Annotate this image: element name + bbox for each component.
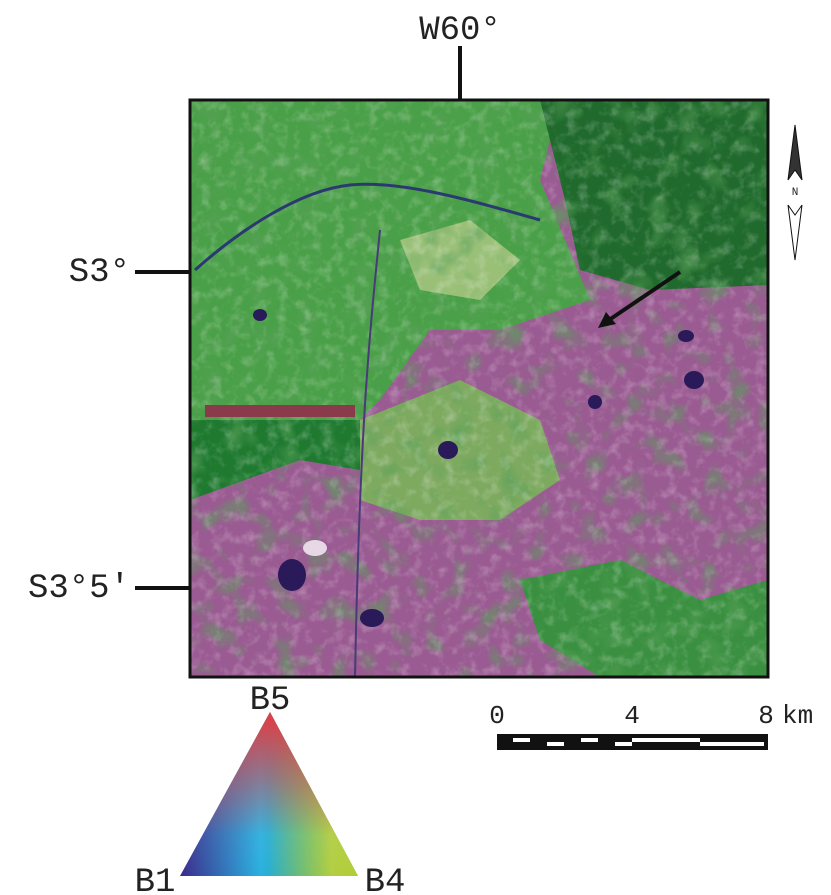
scale-bar: 0 4 8 km	[489, 701, 813, 750]
color-legend: B5 B1 B4	[135, 682, 406, 895]
north-arrow: N	[788, 125, 802, 260]
band-label: B1	[135, 864, 176, 895]
map-figure: W60° S3° S3°5′ N B5 B1 B4 0 4 8 km	[0, 0, 831, 895]
scale-label: 4	[624, 701, 640, 731]
scale-label: 0	[489, 701, 505, 731]
scale-label: 8	[758, 701, 774, 731]
latitude-label: S3°5′	[28, 570, 130, 608]
longitude-label: W60°	[419, 12, 501, 50]
satellite-image	[190, 100, 768, 677]
latitude-label: S3°	[69, 254, 130, 292]
band-label: B4	[365, 864, 406, 895]
band-label: B5	[250, 682, 291, 720]
north-label: N	[792, 187, 799, 199]
scale-unit: km	[782, 701, 813, 731]
